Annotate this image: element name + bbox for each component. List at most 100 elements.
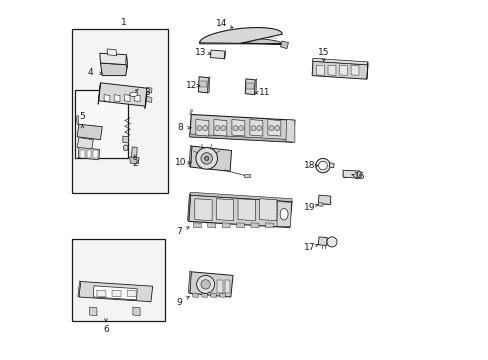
Polygon shape [89,307,97,316]
Polygon shape [236,223,244,228]
Polygon shape [188,195,291,228]
Polygon shape [366,62,367,79]
Polygon shape [207,77,209,93]
Polygon shape [187,194,190,221]
Polygon shape [210,50,225,59]
Polygon shape [265,223,273,228]
Bar [199,81,206,87]
Text: 15: 15 [317,48,329,57]
Polygon shape [98,83,101,104]
Text: 17: 17 [304,243,315,252]
Text: 10: 10 [174,158,186,167]
Bar [72,239,165,321]
Bar [245,83,253,89]
Text: 7: 7 [176,227,182,236]
Circle shape [201,280,210,289]
Circle shape [238,126,244,131]
Text: 6: 6 [103,325,108,334]
Polygon shape [99,83,147,106]
Polygon shape [192,293,198,297]
Bar [87,150,91,158]
Ellipse shape [129,92,137,96]
Text: 18: 18 [303,161,314,170]
Polygon shape [231,120,244,136]
Polygon shape [224,51,225,59]
Polygon shape [267,120,280,136]
Polygon shape [318,203,322,206]
Polygon shape [238,199,255,221]
Polygon shape [219,293,225,297]
Text: 19: 19 [304,202,315,211]
Circle shape [201,153,212,164]
Polygon shape [276,202,291,227]
Polygon shape [311,58,367,65]
Polygon shape [316,65,324,75]
Polygon shape [146,96,152,103]
Bar [244,174,249,177]
Polygon shape [213,120,226,136]
Polygon shape [101,63,127,76]
Polygon shape [285,120,294,142]
Polygon shape [244,79,255,95]
Polygon shape [104,95,110,102]
Polygon shape [97,290,106,297]
Circle shape [326,237,336,247]
Polygon shape [114,95,120,102]
Polygon shape [280,41,288,49]
Text: 11: 11 [258,88,269,97]
Polygon shape [188,271,191,293]
Polygon shape [93,286,137,300]
Circle shape [256,126,261,131]
Polygon shape [198,77,208,93]
Polygon shape [249,120,263,136]
Polygon shape [122,136,128,143]
Polygon shape [77,124,102,140]
Text: 1: 1 [121,18,126,27]
Polygon shape [76,115,79,124]
Text: 3: 3 [144,88,150,97]
Polygon shape [77,138,93,150]
Text: 8: 8 [177,123,183,132]
Polygon shape [216,199,233,221]
Bar [72,29,167,193]
Text: 2: 2 [132,158,137,167]
Polygon shape [100,53,127,65]
Bar [93,150,98,158]
Text: 9: 9 [177,298,182,307]
Polygon shape [329,163,333,168]
Polygon shape [339,65,347,75]
Polygon shape [343,170,359,178]
Circle shape [214,51,220,57]
Text: 5: 5 [80,112,85,121]
Circle shape [197,126,202,131]
Polygon shape [189,134,292,142]
Polygon shape [194,199,212,221]
Polygon shape [107,49,117,56]
Polygon shape [327,65,335,75]
Polygon shape [125,55,127,69]
Polygon shape [189,272,232,297]
Text: 16: 16 [353,172,365,181]
Polygon shape [311,61,367,79]
Polygon shape [79,282,152,302]
Polygon shape [193,223,201,228]
Bar [80,150,84,158]
Polygon shape [78,281,81,297]
Circle shape [215,126,220,131]
Circle shape [318,161,326,170]
Polygon shape [129,157,139,164]
Circle shape [203,126,207,131]
Polygon shape [259,199,276,221]
Polygon shape [146,87,152,93]
Bar [217,280,222,293]
Circle shape [232,126,238,131]
Ellipse shape [357,171,361,178]
Polygon shape [112,290,121,297]
Polygon shape [131,147,137,158]
Polygon shape [199,38,282,44]
Polygon shape [222,223,230,228]
Text: 14: 14 [215,19,227,28]
Circle shape [274,126,279,131]
Ellipse shape [280,208,287,220]
Text: 13: 13 [194,48,206,57]
